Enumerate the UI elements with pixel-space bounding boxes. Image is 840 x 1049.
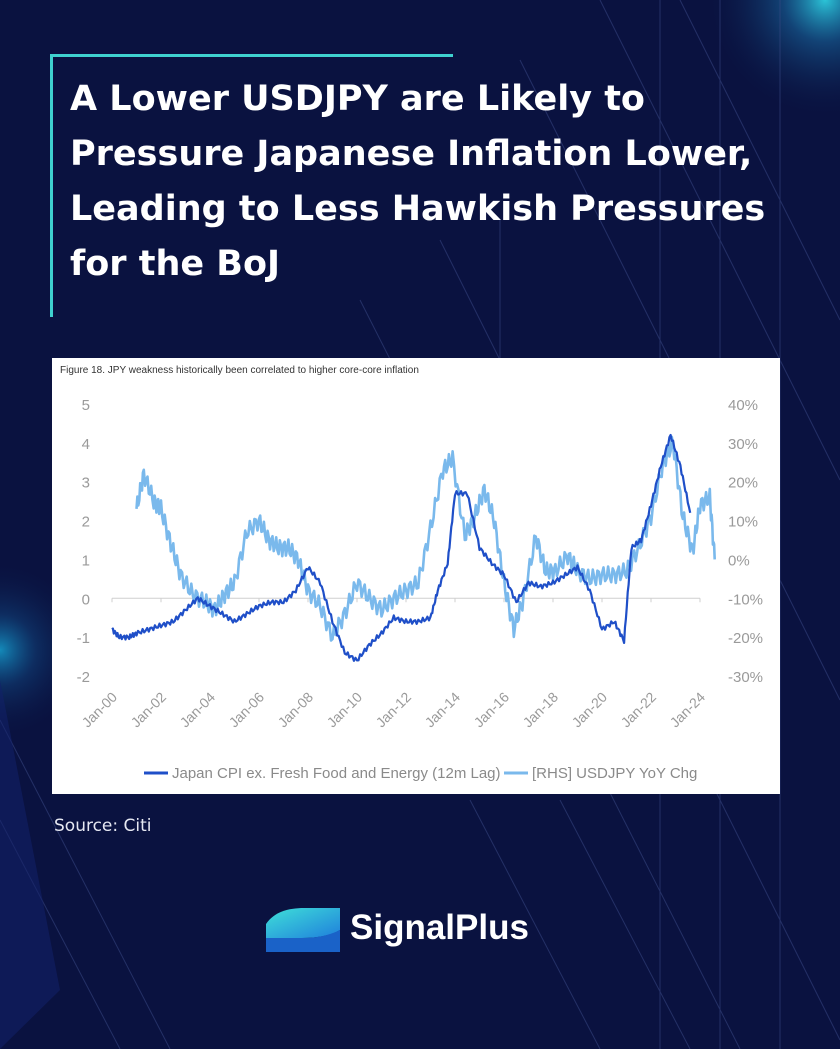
x-tick-label: Jan-16: [471, 689, 513, 731]
x-tick-label: Jan-00: [79, 689, 121, 731]
title-line: Pressure Japanese Inflation Lower,: [70, 134, 753, 174]
y-right-tick-label: 20%: [728, 475, 758, 492]
brand-lockup: SignalPlus: [264, 902, 564, 958]
y-left-tick-label: 3: [82, 475, 90, 492]
x-tick-label: Jan-24: [667, 689, 709, 731]
chart-card: Figure 18. JPY weakness historically bee…: [52, 358, 780, 794]
page-title: A Lower USDJPY are Likely to Pressure Ja…: [70, 72, 770, 292]
x-tick-label: Jan-08: [275, 689, 317, 731]
y-left-tick-label: 0: [82, 591, 90, 608]
x-tick-label: Jan-06: [226, 689, 268, 731]
series-line-japan-cpi: [111, 433, 692, 662]
y-right-tick-label: 10%: [728, 514, 758, 531]
series-line-usdjpy: [135, 435, 716, 642]
brand-name: SignalPlus: [350, 908, 529, 947]
chart-title: Figure 18. JPY weakness historically bee…: [60, 365, 419, 376]
x-tick-label: Jan-14: [422, 689, 464, 731]
y-right-tick-label: -30%: [728, 669, 763, 686]
legend-label-usdjpy: [RHS] USDJPY YoY Chg: [532, 765, 697, 782]
x-tick-label: Jan-20: [569, 689, 611, 731]
x-tick-label: Jan-02: [128, 689, 170, 731]
y-right-tick-label: 30%: [728, 436, 758, 453]
title-line: for the BoJ: [70, 244, 281, 284]
y-right-tick-label: -20%: [728, 630, 763, 647]
chart-svg: Figure 18. JPY weakness historically bee…: [60, 365, 763, 782]
signalplus-logo-icon: [266, 908, 340, 952]
title-line: Leading to Less Hawkish Pressures: [70, 189, 766, 229]
source-note: Source: Citi: [54, 816, 152, 836]
x-tick-label: Jan-12: [373, 689, 415, 731]
y-right-tick-label: 0%: [728, 552, 750, 569]
title-line: A Lower USDJPY are Likely to: [70, 79, 645, 119]
y-right-tick-label: 40%: [728, 397, 758, 414]
y-left-tick-label: 5: [82, 397, 90, 414]
x-tick-label: Jan-10: [324, 689, 366, 731]
x-tick-label: Jan-18: [520, 689, 562, 731]
y-right-tick-label: -10%: [728, 591, 763, 608]
legend-label-japan-cpi: Japan CPI ex. Fresh Food and Energy (12m…: [172, 765, 501, 782]
y-left-tick-label: -2: [77, 669, 90, 686]
title-accent-frame: [50, 54, 453, 317]
y-left-tick-label: 2: [82, 514, 90, 531]
y-left-tick-label: -1: [77, 630, 90, 647]
y-left-tick-label: 1: [82, 552, 90, 569]
x-tick-label: Jan-04: [177, 689, 219, 731]
y-left-tick-label: 4: [82, 436, 90, 453]
x-tick-label: Jan-22: [618, 689, 660, 731]
